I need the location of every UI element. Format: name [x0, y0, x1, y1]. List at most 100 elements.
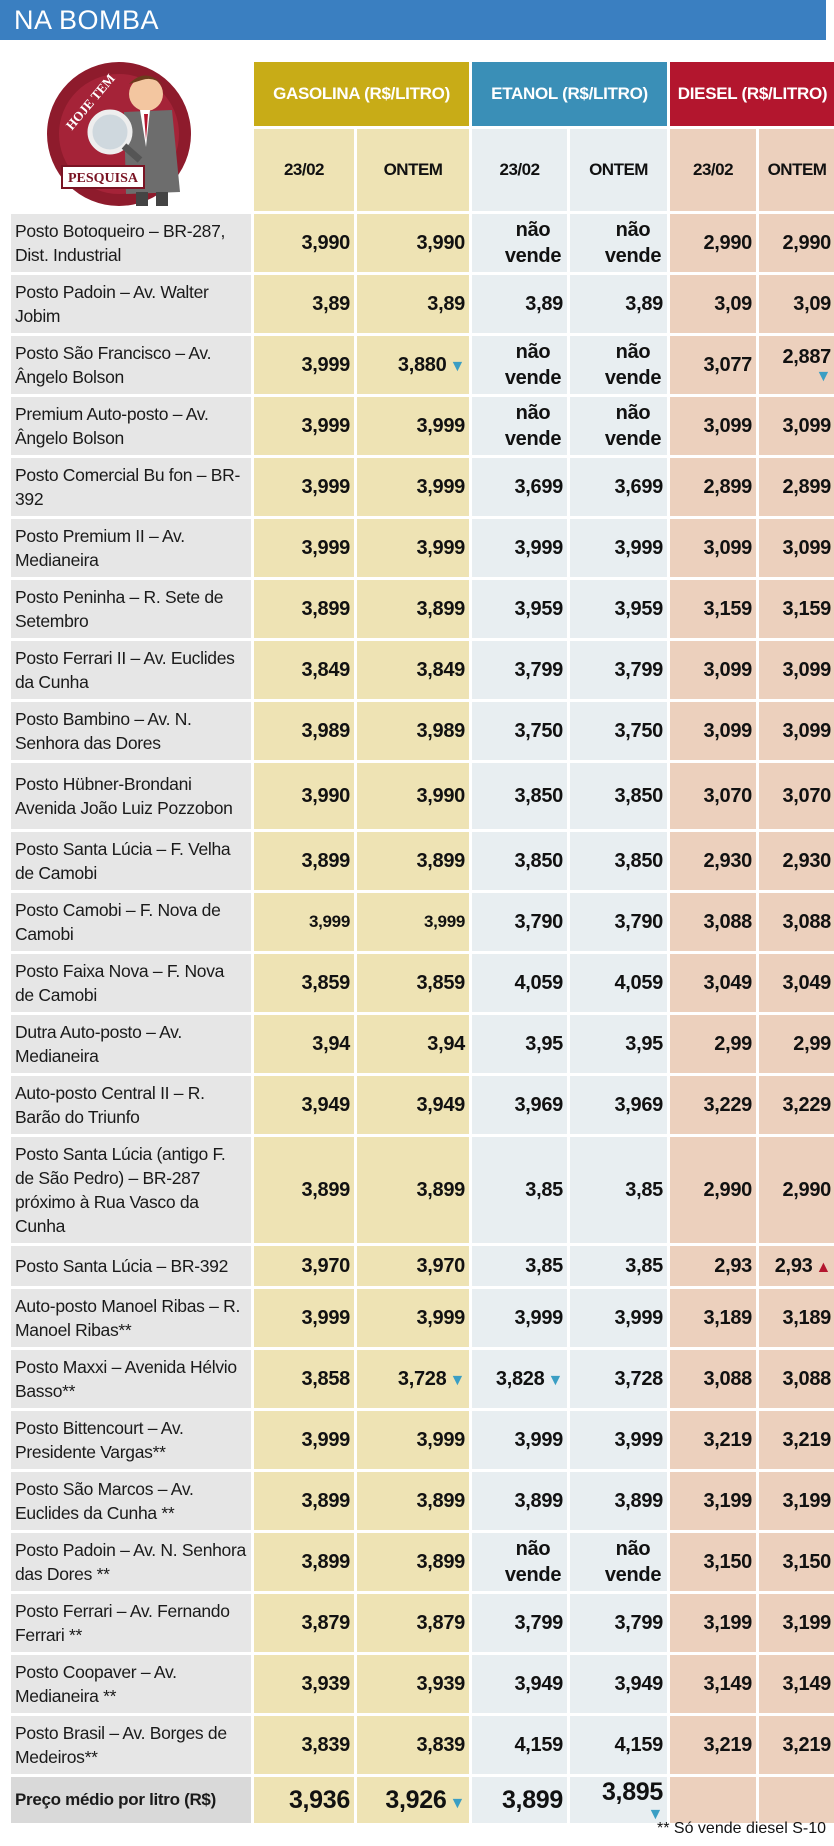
price-etanol-yesterday: 3,799: [570, 641, 668, 699]
price-gasolina-yesterday: 3,879: [357, 1594, 470, 1652]
price-etanol-today: 3,999: [472, 1411, 568, 1469]
price-value: não vende: [504, 219, 562, 267]
station-name: Posto Ferrari – Av. Fernando Ferrari **: [11, 1594, 251, 1652]
price-value: 3,859: [416, 971, 466, 994]
price-value: 3,970: [301, 1254, 350, 1277]
price-etanol-yesterday: 3,750: [570, 702, 668, 760]
price-value: 2,930: [703, 849, 753, 872]
price-value: 3,990: [416, 784, 466, 807]
price-etanol-yesterday: 3,949: [570, 1655, 668, 1713]
price-gasolina-today: 3,999: [254, 1411, 354, 1469]
price-value: 3,970: [416, 1254, 466, 1277]
table-row: Posto Santa Lúcia (antigo F. de São Pedr…: [11, 1137, 834, 1243]
price-gasolina-yesterday: 3,849: [357, 641, 470, 699]
price-value: 3,879: [416, 1611, 466, 1634]
price-value: 3,088: [703, 1367, 753, 1390]
price-value: 3,149: [703, 1672, 753, 1695]
price-value: 3,099: [703, 658, 753, 681]
table-row: Posto Premium II – Av. Medianeira 3,999 3,…: [11, 519, 834, 577]
price-etanol-today: 3,699: [472, 458, 568, 516]
price-diesel-today: 3,219: [670, 1411, 757, 1469]
price-etanol-yesterday: 3,850: [570, 763, 668, 829]
header-diesel: DIESEL (R$/LITRO): [670, 62, 834, 126]
price-gasolina-yesterday: 3,94: [357, 1015, 470, 1073]
price-value: não vende: [504, 1538, 562, 1586]
price-value: 3,89: [427, 292, 466, 315]
price-gasolina-yesterday: 3,999: [357, 893, 470, 951]
price-gasolina-today: 3,879: [254, 1594, 354, 1652]
header-date-etanol-yesterday: ONTEM: [570, 129, 668, 211]
price-diesel-today: 3,099: [670, 397, 757, 455]
price-value: 3,199: [703, 1489, 753, 1512]
price-diesel-today: 2,99: [670, 1015, 757, 1073]
price-diesel-yesterday: 3,099: [759, 519, 834, 577]
price-value: 3,999: [301, 353, 350, 376]
page-title: NA BOMBA: [0, 0, 826, 40]
price-value: 3,959: [614, 597, 664, 620]
price-value: 3,990: [301, 231, 350, 254]
price-diesel-today: 3,189: [670, 1289, 757, 1347]
price-diesel-yesterday: 3,219: [759, 1411, 834, 1469]
price-value: 3,926: [385, 1785, 447, 1814]
price-etanol-today: 3,750: [472, 702, 568, 760]
price-diesel-today: [670, 1777, 757, 1823]
price-value: 3,799: [614, 658, 664, 681]
price-value: 3,099: [703, 536, 753, 559]
price-value: 3,939: [301, 1672, 350, 1695]
header-gasolina: GASOLINA (R$/LITRO): [254, 62, 470, 126]
price-gasolina-yesterday: 3,926 ▼: [357, 1777, 470, 1823]
header-date-etanol-today: 23/02: [472, 129, 568, 211]
price-value: 3,099: [782, 414, 832, 437]
price-gasolina-today: 3,999: [254, 336, 354, 394]
price-value: 3,150: [703, 1550, 753, 1573]
price-value: 3,949: [416, 1093, 466, 1116]
price-value: 3,159: [782, 597, 832, 620]
station-name: Posto Premium II – Av. Medianeira: [11, 519, 251, 577]
price-gasolina-today: 3,990: [254, 763, 354, 829]
magnifier-icon: [87, 109, 143, 163]
price-etanol-today: 4,059: [472, 954, 568, 1012]
price-value: 3,099: [703, 414, 753, 437]
price-value: 3,999: [416, 475, 466, 498]
price-value: 3,219: [703, 1733, 753, 1756]
price-value: 3,229: [703, 1093, 753, 1116]
price-gasolina-yesterday: 3,899: [357, 1137, 470, 1243]
price-value: 3,099: [782, 719, 832, 742]
price-value: 2,899: [703, 475, 753, 498]
price-value: 3,999: [416, 414, 466, 437]
price-etanol-today: não vende: [472, 336, 568, 394]
price-etanol-today: 3,899: [472, 1472, 568, 1530]
price-down-icon: ▼: [449, 1794, 466, 1812]
header-date-diesel-yesterday: ONTEM: [759, 129, 834, 211]
table-row: Posto Santa Lúcia – BR-392 3,970 3,970 3,85…: [11, 1246, 834, 1286]
price-diesel-today: 3,199: [670, 1594, 757, 1652]
price-diesel-today: 2,990: [670, 1137, 757, 1243]
price-value: 3,189: [703, 1306, 753, 1329]
price-gasolina-yesterday: 3,990: [357, 214, 470, 272]
price-value: 2,99: [714, 1032, 753, 1055]
price-value: 3,949: [614, 1672, 664, 1695]
price-etanol-yesterday: não vende: [570, 214, 668, 272]
price-gasolina-today: 3,999: [254, 893, 354, 951]
price-down-icon: ▼: [449, 1371, 466, 1389]
price-value: 3,728: [614, 1367, 664, 1390]
price-value: 3,85: [525, 1254, 564, 1277]
price-value: 3,049: [703, 971, 753, 994]
station-name: Posto Faixa Nova – F. Nova de Camobi: [11, 954, 251, 1012]
table-row: Posto Padoin – Av. Walter Jobim 3,89 3,89 3…: [11, 275, 834, 333]
price-value: 2,990: [782, 1178, 832, 1201]
table-row: Posto Coopaver – Av. Medianeira ** 3,939 3…: [11, 1655, 834, 1713]
price-gasolina-today: 3,94: [254, 1015, 354, 1073]
price-gasolina-yesterday: 3,899: [357, 1533, 470, 1591]
price-value: 3,990: [301, 784, 350, 807]
price-diesel-yesterday: 3,099: [759, 397, 834, 455]
station-name: Posto Brasil – Av. Borges de Medeiros**: [11, 1716, 251, 1774]
price-value: 3,95: [625, 1032, 664, 1055]
price-value: 3,09: [793, 292, 832, 315]
price-value: 3,799: [614, 1611, 664, 1634]
table-row: Posto Faixa Nova – F. Nova de Camobi 3,85…: [11, 954, 834, 1012]
price-gasolina-today: 3,999: [254, 397, 354, 455]
price-value: 3,89: [525, 292, 564, 315]
price-value: 3,099: [782, 658, 832, 681]
table-row: Posto Camobi – F. Nova de Camobi 3,999 3,9…: [11, 893, 834, 951]
